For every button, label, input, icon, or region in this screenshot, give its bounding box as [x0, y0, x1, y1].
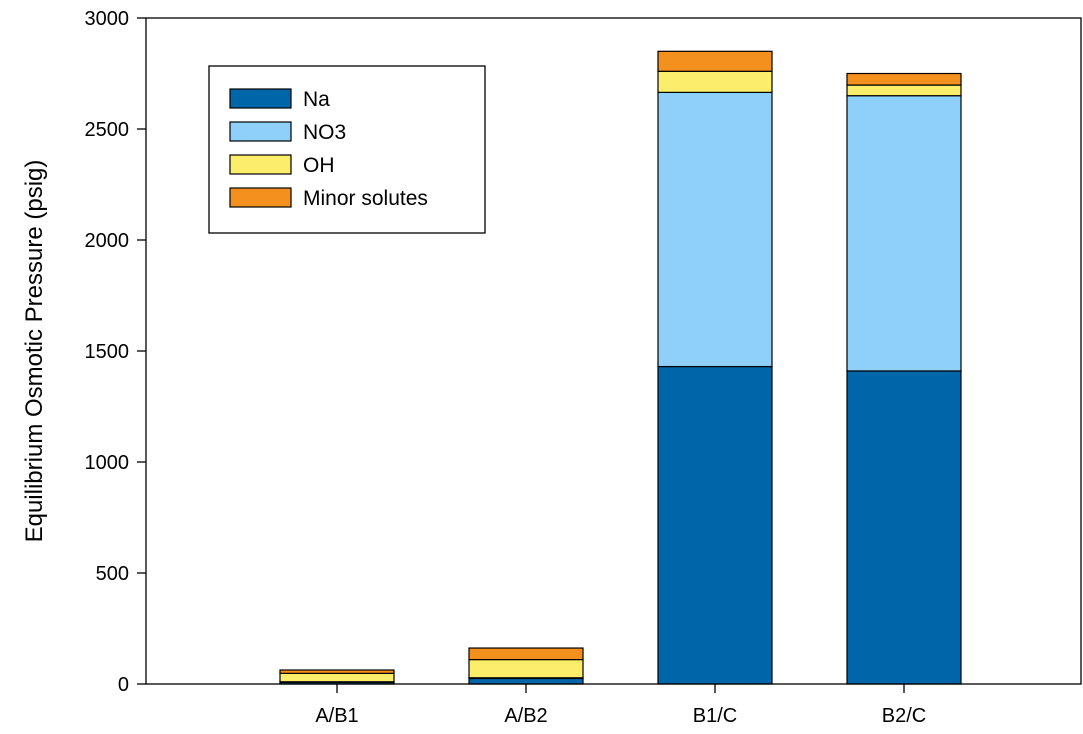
x-tick-label: A/B1 [315, 705, 358, 727]
legend: Na NO3 OH Minor solutes [208, 65, 486, 234]
bar-segment-minor-solutes [468, 647, 584, 661]
bar-segment-na [468, 677, 584, 685]
plot-frame [145, 17, 1082, 685]
y-tick-label: 0 [118, 674, 129, 696]
y-tick-label: 500 [96, 563, 129, 585]
y-axis-ticks: 0 500 1000 1500 2000 2500 3000 [85, 8, 146, 696]
x-axis-ticks: A/B1 A/B2 B1/C B2/C [315, 684, 926, 727]
y-tick-label: 1500 [85, 341, 130, 363]
bar-segment-oh [846, 84, 962, 97]
bar-segment-na [846, 370, 962, 685]
bar-segment-no3 [657, 91, 773, 368]
bar-segment-no3 [846, 95, 962, 372]
legend-items: Na NO3 OH Minor solutes [229, 88, 428, 210]
legend-label: Na [303, 88, 330, 111]
bars [279, 50, 962, 685]
legend-swatch [229, 154, 292, 175]
y-tick-label: 1000 [85, 452, 130, 474]
legend-swatch [229, 121, 292, 142]
legend-label: NO3 [303, 121, 346, 144]
legend-label: OH [303, 154, 335, 177]
bar-segment-minor-solutes [657, 50, 773, 72]
x-tick-label: B1/C [693, 705, 737, 727]
y-tick-label: 2000 [85, 230, 130, 252]
bar-segment-oh [279, 672, 395, 683]
bar-segment-minor-solutes [279, 669, 395, 674]
bar-segment-minor-solutes [846, 72, 962, 86]
y-axis-title: Equilibrium Osmotic Pressure (psig) [21, 160, 48, 543]
bar-segment-oh [468, 658, 584, 679]
y-tick-label: 2500 [85, 119, 130, 141]
x-tick-label: A/B2 [504, 705, 547, 727]
legend-swatch [229, 187, 292, 208]
x-tick-label: B2/C [882, 705, 926, 727]
legend-label: Minor solutes [303, 187, 428, 210]
bar-segment-oh [657, 70, 773, 93]
legend-swatch [229, 88, 292, 109]
y-tick-label: 3000 [85, 8, 130, 30]
bar-segment-na [657, 365, 773, 685]
